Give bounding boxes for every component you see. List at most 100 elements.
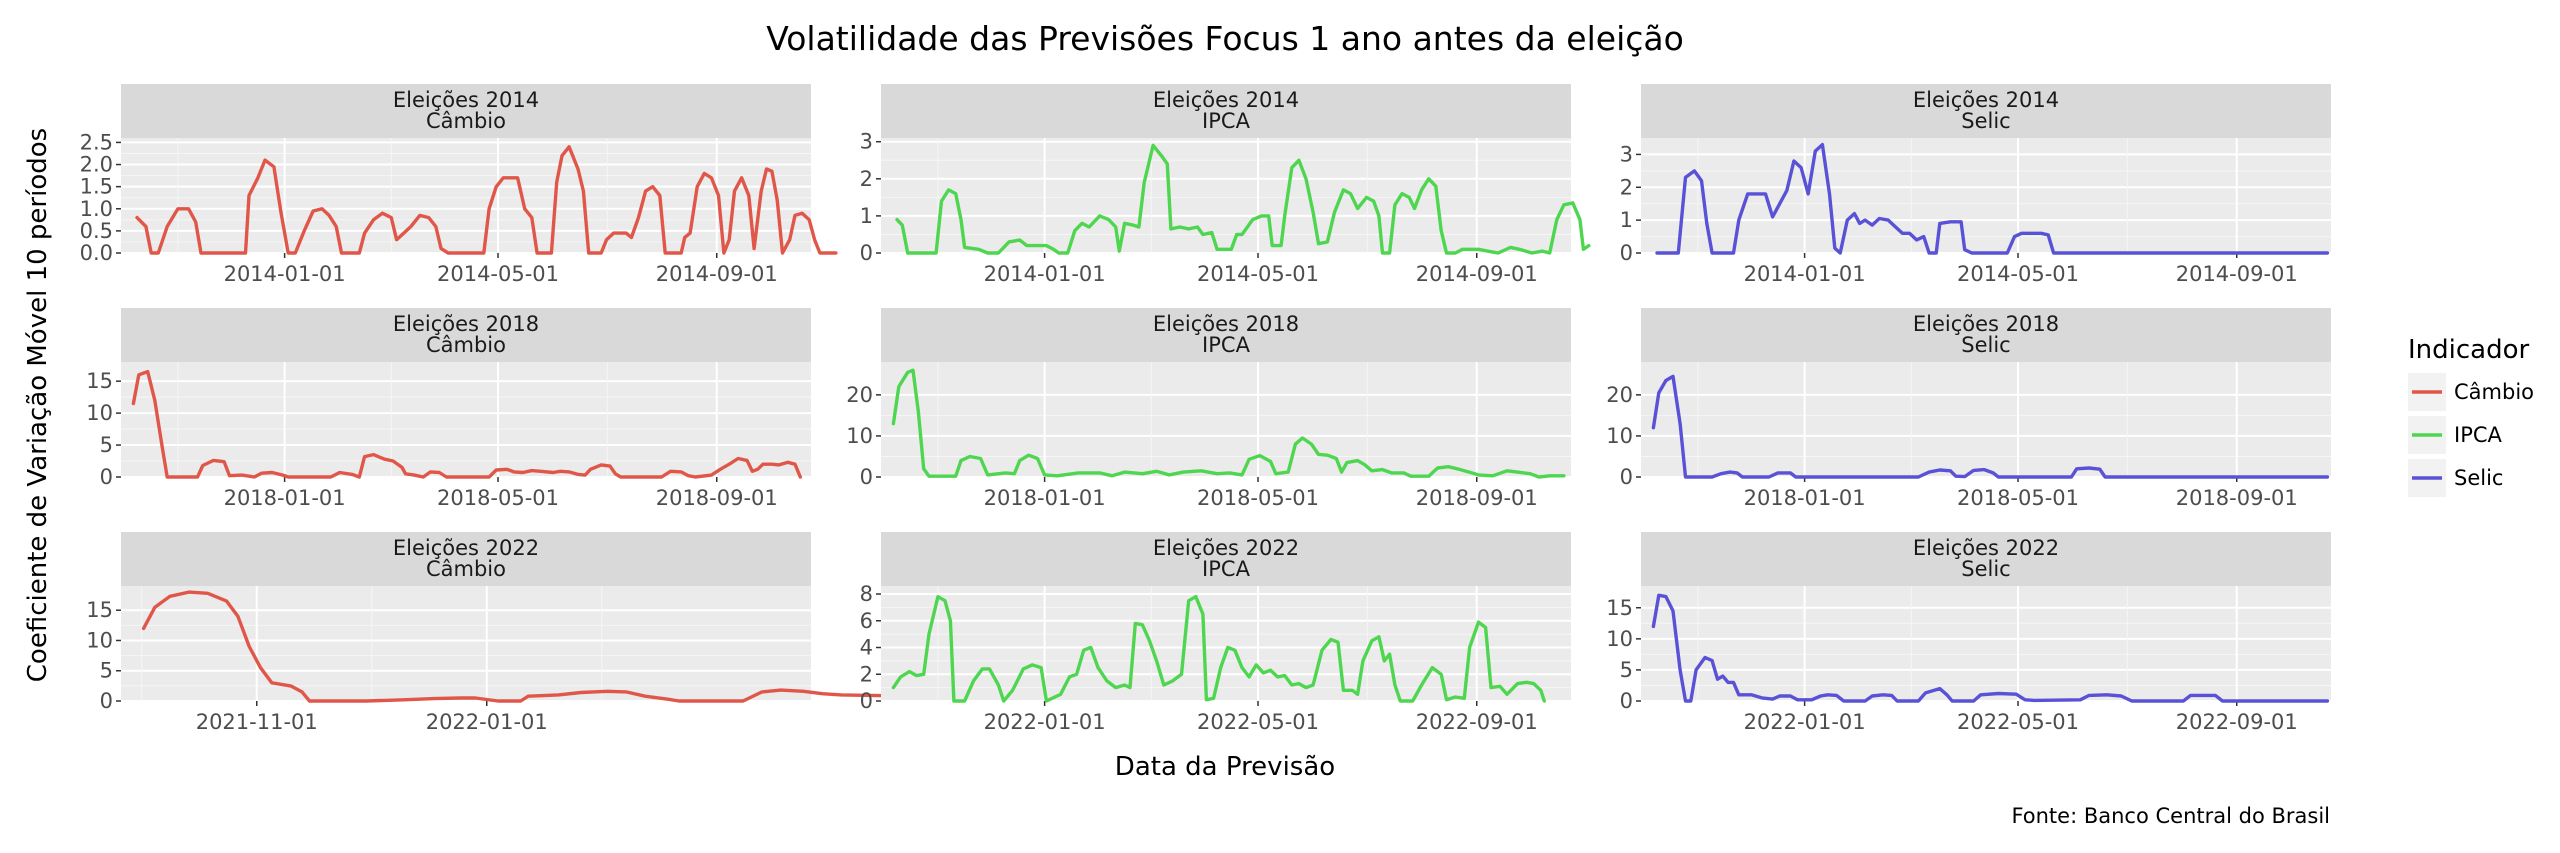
series-line bbox=[135, 145, 838, 255]
panel-background bbox=[121, 586, 811, 701]
facet-strip-label: Eleições 2022 bbox=[393, 536, 539, 560]
panel-background bbox=[121, 362, 811, 477]
y-tick-label: 2.5 bbox=[80, 130, 113, 154]
series-line bbox=[131, 369, 802, 479]
series-line bbox=[891, 368, 1566, 479]
x-tick-label: 2018-01-01 bbox=[224, 486, 346, 510]
x-tick-label: 2018-05-01 bbox=[437, 486, 559, 510]
series-line bbox=[1655, 142, 2330, 255]
facet-strip-label: Eleições 2022 bbox=[1913, 536, 2059, 560]
facet-strip bbox=[1641, 84, 2331, 138]
y-tick-label: 1.0 bbox=[80, 197, 113, 221]
facet-strip bbox=[121, 308, 811, 362]
y-tick-label: 5 bbox=[100, 433, 113, 457]
facet-strip-label: Selic bbox=[1961, 333, 2010, 357]
y-tick-label: 5 bbox=[100, 659, 113, 683]
y-tick-label: 3 bbox=[1620, 142, 1633, 166]
panel-background bbox=[121, 138, 811, 253]
y-axis-title: Coeficiente de Variação Móvel 10 período… bbox=[23, 128, 53, 682]
facet-strip-label: Câmbio bbox=[426, 557, 506, 581]
y-tick-label: 1.5 bbox=[80, 175, 113, 199]
facet-strip-label: Selic bbox=[1961, 109, 2010, 133]
x-tick-label: 2018-09-01 bbox=[2176, 486, 2298, 510]
y-tick-label: 15 bbox=[1606, 596, 1633, 620]
facet-strip-label: IPCA bbox=[1202, 333, 1251, 357]
y-tick-label: 15 bbox=[86, 369, 113, 393]
panel-background bbox=[881, 362, 1571, 477]
legend-label: Câmbio bbox=[2454, 380, 2534, 404]
x-tick-label: 2014-01-01 bbox=[1744, 262, 1866, 286]
facet-strip-label: Eleições 2014 bbox=[1913, 88, 2059, 112]
x-tick-label: 2022-09-01 bbox=[1416, 710, 1538, 734]
series-line bbox=[141, 590, 919, 703]
y-tick-label: 0 bbox=[100, 465, 113, 489]
x-tick-label: 2014-01-01 bbox=[224, 262, 346, 286]
y-tick-label: 15 bbox=[86, 598, 113, 622]
y-tick-label: 10 bbox=[1606, 627, 1633, 651]
x-tick-label: 2022-01-01 bbox=[1744, 710, 1866, 734]
facet-strip-label: Eleições 2022 bbox=[1153, 536, 1299, 560]
facet-strip bbox=[1641, 308, 2331, 362]
facet-strip-label: IPCA bbox=[1202, 557, 1251, 581]
facet-strip-label: Eleições 2018 bbox=[393, 312, 539, 336]
legend-label: IPCA bbox=[2454, 423, 2503, 447]
x-tick-label: 2022-01-01 bbox=[426, 710, 548, 734]
series-line bbox=[1651, 593, 2330, 703]
facet-strip bbox=[121, 532, 811, 586]
x-tick-label: 2014-09-01 bbox=[2176, 262, 2298, 286]
x-tick-label: 2014-01-01 bbox=[984, 262, 1106, 286]
y-tick-label: 1 bbox=[860, 204, 873, 228]
source-caption: Fonte: Banco Central do Brasil bbox=[2011, 804, 2330, 828]
y-tick-label: 20 bbox=[1606, 383, 1633, 407]
y-tick-label: 0 bbox=[100, 689, 113, 713]
y-tick-label: 10 bbox=[1606, 424, 1633, 448]
y-tick-label: 0.5 bbox=[80, 219, 113, 243]
chart-title: Volatilidade das Previsões Focus 1 ano a… bbox=[766, 19, 1684, 58]
facet-strip-label: Câmbio bbox=[426, 333, 506, 357]
y-tick-label: 0 bbox=[860, 465, 873, 489]
y-tick-label: 20 bbox=[846, 383, 873, 407]
facet-strip-label: Eleições 2014 bbox=[1153, 88, 1299, 112]
panel-background bbox=[1641, 586, 2331, 701]
y-tick-label: 0.0 bbox=[80, 241, 113, 265]
facet-strip-label: IPCA bbox=[1202, 109, 1251, 133]
x-tick-label: 2014-05-01 bbox=[1197, 262, 1319, 286]
legend-label: Selic bbox=[2454, 466, 2503, 490]
y-tick-label: 6 bbox=[860, 609, 873, 633]
y-tick-label: 0 bbox=[860, 689, 873, 713]
series-line bbox=[1651, 374, 2330, 479]
facet-strip bbox=[881, 532, 1571, 586]
y-tick-label: 10 bbox=[86, 401, 113, 425]
facet-strip-label: Selic bbox=[1961, 557, 2010, 581]
y-tick-label: 0 bbox=[1620, 241, 1633, 265]
legend-title: Indicador bbox=[2408, 335, 2530, 365]
y-tick-label: 2 bbox=[860, 167, 873, 191]
y-tick-label: 10 bbox=[846, 424, 873, 448]
y-tick-label: 3 bbox=[860, 130, 873, 154]
y-tick-label: 0 bbox=[1620, 689, 1633, 713]
facet-strip-label: Eleições 2018 bbox=[1913, 312, 2059, 336]
facet-strip bbox=[881, 308, 1571, 362]
x-tick-label: 2014-05-01 bbox=[1957, 262, 2079, 286]
y-tick-label: 4 bbox=[860, 636, 873, 660]
y-tick-label: 10 bbox=[86, 628, 113, 652]
facet-strip-label: Eleições 2018 bbox=[1153, 312, 1299, 336]
x-axis-title: Data da Previsão bbox=[1115, 752, 1335, 782]
x-tick-label: 2022-01-01 bbox=[984, 710, 1106, 734]
x-tick-label: 2018-09-01 bbox=[656, 486, 778, 510]
facet-strip bbox=[881, 84, 1571, 138]
panel-background bbox=[1641, 362, 2331, 477]
x-tick-label: 2021-11-01 bbox=[196, 710, 318, 734]
x-tick-label: 2018-01-01 bbox=[1744, 486, 1866, 510]
facet-strip-label: Câmbio bbox=[426, 109, 506, 133]
x-tick-label: 2022-05-01 bbox=[1957, 710, 2079, 734]
